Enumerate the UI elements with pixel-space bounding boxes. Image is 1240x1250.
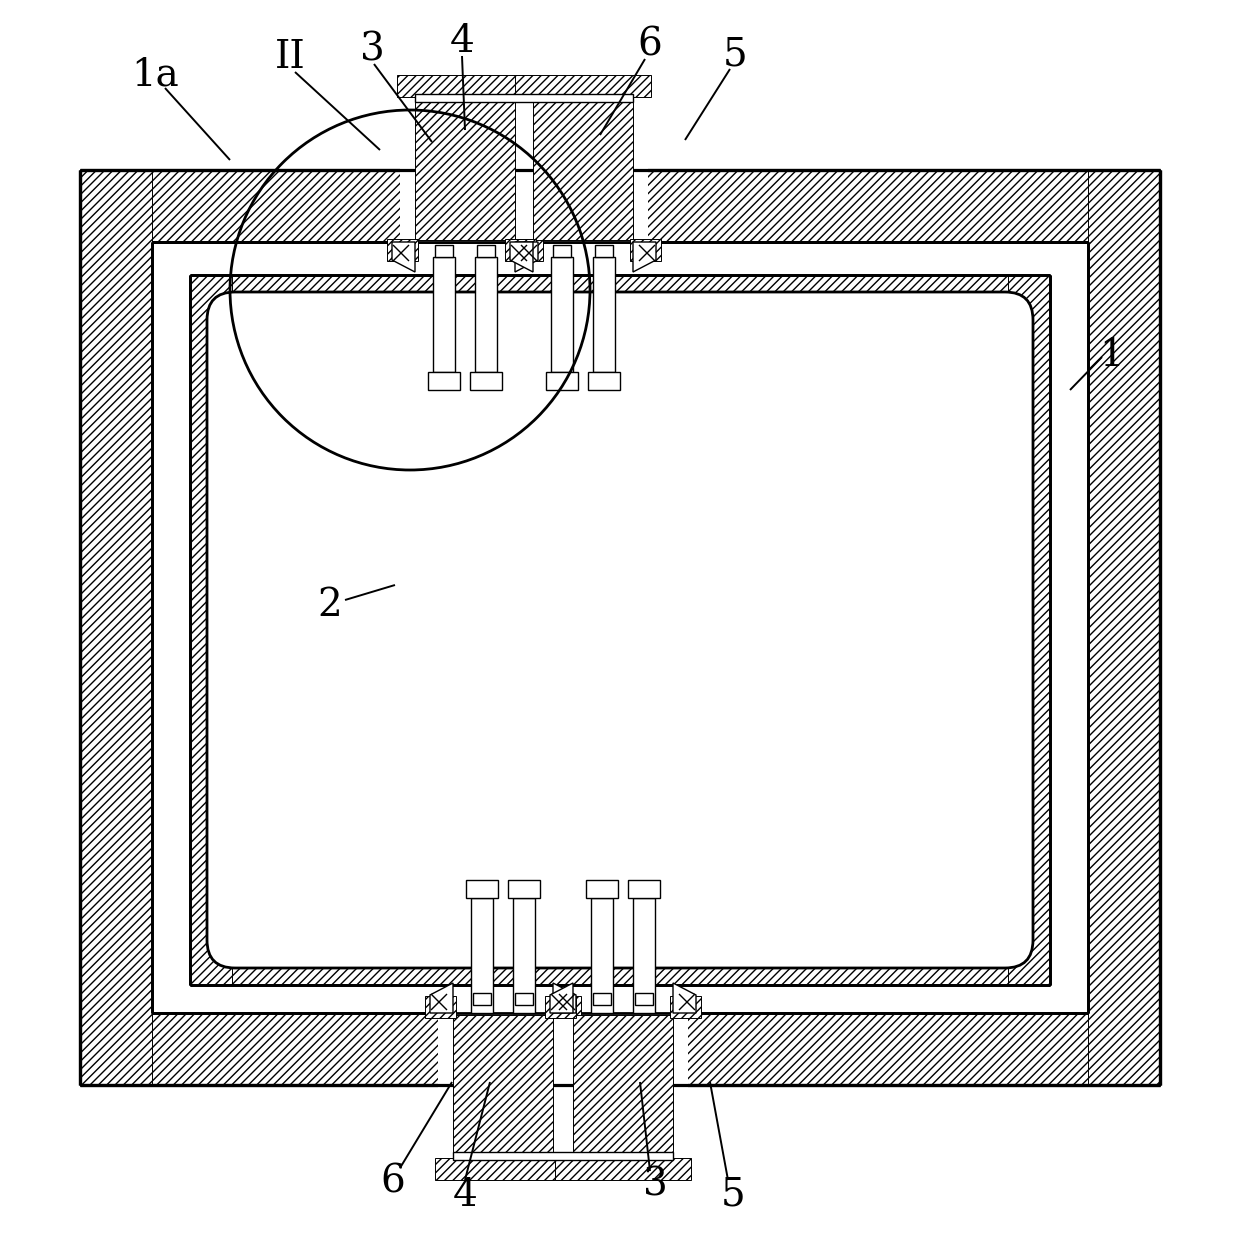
Bar bbox=[588, 372, 620, 390]
Polygon shape bbox=[510, 242, 533, 272]
Bar bbox=[551, 996, 582, 1017]
Bar bbox=[435, 245, 453, 258]
Polygon shape bbox=[673, 982, 696, 1012]
Bar bbox=[190, 275, 1050, 318]
Text: II: II bbox=[274, 40, 305, 76]
Bar bbox=[553, 245, 570, 258]
Bar bbox=[512, 239, 543, 261]
Polygon shape bbox=[515, 242, 538, 272]
Bar bbox=[630, 239, 661, 261]
Polygon shape bbox=[430, 982, 453, 1012]
Bar bbox=[627, 880, 660, 898]
Bar bbox=[153, 242, 1087, 1013]
Bar bbox=[415, 94, 632, 102]
Bar bbox=[632, 898, 655, 1013]
Bar bbox=[190, 275, 232, 985]
Bar bbox=[387, 239, 418, 261]
Bar bbox=[670, 996, 701, 1017]
Text: 6: 6 bbox=[381, 1164, 405, 1200]
Bar bbox=[435, 1158, 570, 1180]
Bar bbox=[425, 996, 456, 1017]
Bar bbox=[635, 992, 653, 1005]
Bar bbox=[438, 1008, 688, 1090]
Bar bbox=[475, 258, 497, 372]
Text: 3: 3 bbox=[360, 31, 384, 69]
Bar bbox=[81, 1013, 1159, 1085]
Bar bbox=[401, 165, 649, 242]
Bar bbox=[428, 372, 460, 390]
Bar bbox=[505, 239, 536, 261]
Bar bbox=[433, 258, 455, 372]
Bar bbox=[587, 880, 618, 898]
Bar bbox=[472, 992, 491, 1005]
Bar bbox=[81, 170, 1159, 242]
Text: 4: 4 bbox=[450, 24, 475, 60]
Bar bbox=[508, 880, 539, 898]
Text: 3: 3 bbox=[642, 1166, 667, 1204]
Text: 2: 2 bbox=[317, 586, 342, 624]
Bar bbox=[593, 258, 615, 372]
Bar bbox=[515, 992, 533, 1005]
Text: 5: 5 bbox=[720, 1176, 745, 1214]
Bar bbox=[533, 98, 632, 240]
Polygon shape bbox=[553, 982, 577, 1012]
Bar bbox=[397, 75, 533, 98]
Bar bbox=[453, 1152, 673, 1160]
Bar bbox=[573, 1015, 673, 1158]
Bar bbox=[551, 258, 573, 372]
Text: 5: 5 bbox=[723, 36, 748, 74]
Bar bbox=[515, 75, 651, 98]
Bar bbox=[556, 1158, 691, 1180]
Bar bbox=[546, 372, 578, 390]
Polygon shape bbox=[392, 242, 415, 272]
Bar bbox=[1087, 170, 1159, 1085]
Bar bbox=[477, 245, 495, 258]
Text: 6: 6 bbox=[637, 26, 662, 64]
Bar bbox=[593, 992, 611, 1005]
Bar bbox=[1008, 275, 1050, 985]
Text: 1a: 1a bbox=[131, 56, 179, 94]
Polygon shape bbox=[551, 982, 573, 1012]
Bar bbox=[595, 245, 613, 258]
Bar bbox=[470, 372, 502, 390]
Bar bbox=[190, 942, 1050, 985]
Bar bbox=[232, 318, 1008, 942]
Bar bbox=[415, 98, 515, 240]
Bar bbox=[591, 898, 613, 1013]
Bar bbox=[466, 880, 498, 898]
Bar bbox=[453, 1015, 553, 1158]
Bar bbox=[513, 898, 534, 1013]
Text: 4: 4 bbox=[453, 1176, 477, 1214]
Text: 1: 1 bbox=[1100, 336, 1125, 374]
Bar bbox=[81, 170, 153, 1085]
Polygon shape bbox=[632, 242, 656, 272]
FancyBboxPatch shape bbox=[207, 292, 1033, 968]
Bar bbox=[471, 898, 494, 1013]
Bar bbox=[546, 996, 577, 1017]
